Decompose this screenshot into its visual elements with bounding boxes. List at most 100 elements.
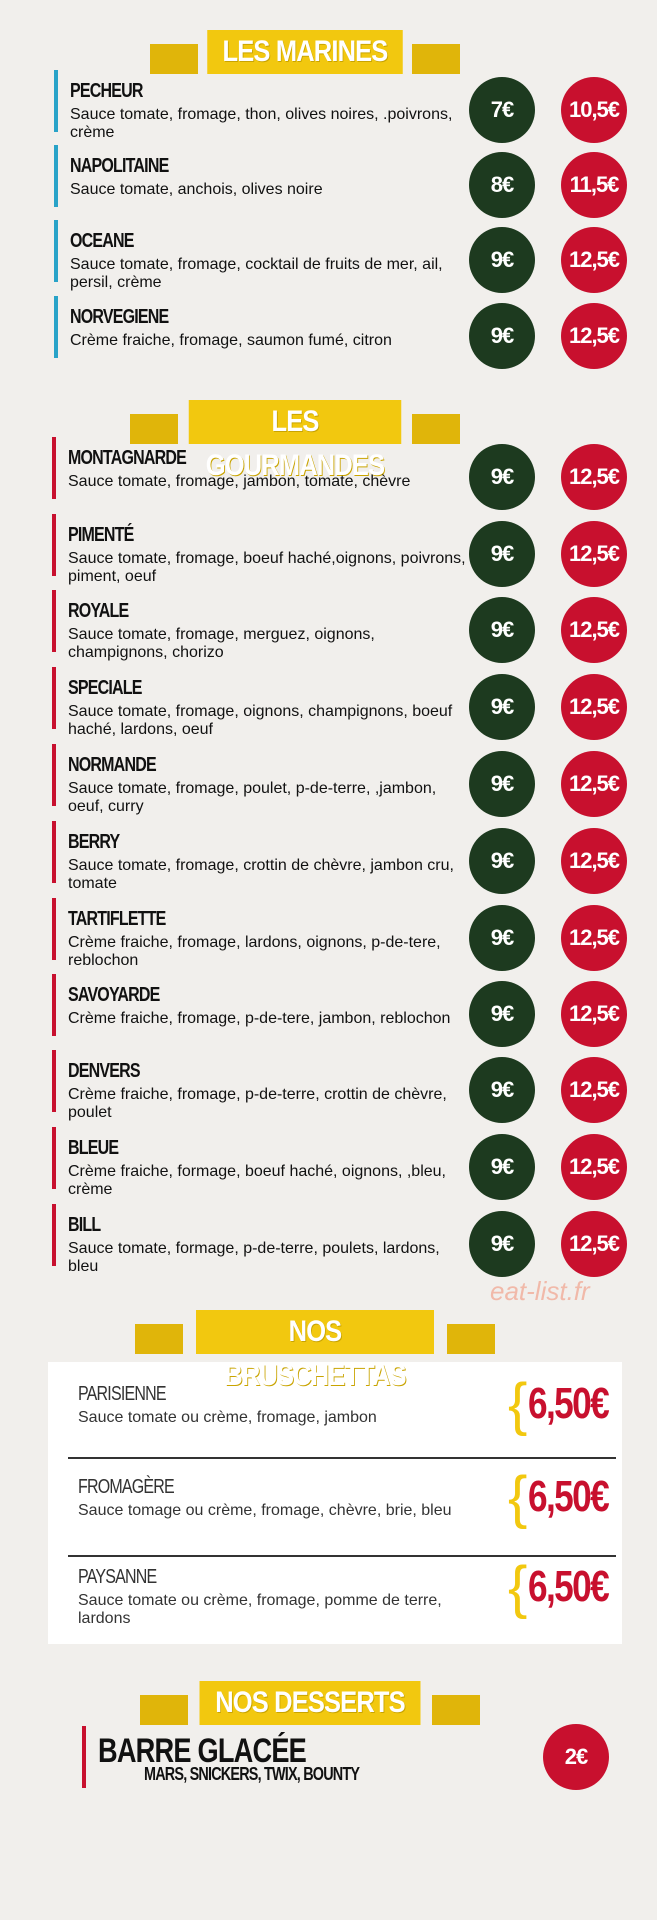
item-description: Sauce tomate, fromage, poulet, p-de-terr… [68, 780, 437, 815]
banner-tail [447, 1324, 495, 1354]
item-description: Sauce tomate ou crème, fromage, jambon [78, 1409, 377, 1426]
item-name: NORMANDE [68, 754, 157, 776]
item-price: 6,50€ [528, 1562, 610, 1611]
accent-bar [52, 744, 56, 806]
price-small: 9€ [469, 981, 535, 1047]
item-name: SPECIALE [68, 677, 142, 699]
item-name: BILL [68, 1214, 101, 1236]
accent-bar [52, 1204, 56, 1266]
section-title: LES GOURMANDES [188, 400, 402, 482]
price-small: 9€ [469, 444, 535, 510]
item-description: Sauce tomate, formage, p-de-terre, poule… [68, 1240, 440, 1275]
item-description: Sauce tomate, fromage, boeuf haché,oigno… [68, 550, 466, 585]
price-small: 9€ [469, 828, 535, 894]
price-small: 9€ [469, 303, 535, 369]
banner-tail [130, 414, 178, 444]
price-large: 12,5€ [561, 674, 627, 740]
watermark: eat-list.fr [490, 1276, 590, 1306]
accent-bar [52, 1050, 56, 1112]
price-large: 12,5€ [561, 1134, 627, 1200]
item-description: Sauce tomate, fromage, jambon, tomate, c… [68, 473, 411, 490]
price-large: 12,5€ [561, 751, 627, 817]
price-small: 9€ [469, 1211, 535, 1277]
item-name: MONTAGNARDE [68, 447, 187, 469]
item-description: Crème fraiche, fromage, saumon fumé, cit… [70, 332, 392, 349]
accent-bar [52, 1127, 56, 1189]
item-description: Sauce tomate, fromage, merguez, oignons,… [68, 626, 375, 661]
price-large: 12,5€ [561, 227, 627, 293]
item-description: Sauce tomate, anchois, olives noire [70, 181, 323, 198]
banner-tail [412, 44, 460, 74]
item-name: OCEANE [70, 230, 134, 252]
price-small: 9€ [469, 905, 535, 971]
item-price: 6,50€ [528, 1379, 610, 1428]
item-name: BERRY [68, 831, 120, 853]
accent-bar [52, 514, 56, 576]
item-name: DENVERS [68, 1060, 141, 1082]
price-large: 10,5€ [561, 77, 627, 143]
accent-bar [54, 296, 58, 358]
price-small: 8€ [469, 152, 535, 218]
item-name: TARTIFLETTE [68, 908, 166, 930]
item-description: Crème fraiche, fromage, lardons, oignons… [68, 934, 441, 969]
item-name: NORVEGIENE [70, 306, 169, 328]
price-large: 12,5€ [561, 828, 627, 894]
accent-bar [52, 667, 56, 729]
price-small: 9€ [469, 1134, 535, 1200]
separator [68, 1457, 616, 1459]
brace: { [508, 1465, 528, 1530]
item-name: BLEUE [68, 1137, 119, 1159]
item-name: PECHEUR [70, 80, 143, 102]
accent-bar [52, 437, 56, 499]
item-description: Sauce tomate, fromage, thon, olives noir… [70, 106, 453, 141]
banner-tail [150, 44, 198, 74]
item-description: Sauce tomate, fromage, crottin de chèvre… [68, 857, 454, 892]
price-large: 12,5€ [561, 303, 627, 369]
accent-bar [54, 145, 58, 207]
banner-tail [412, 414, 460, 444]
item-name: PAYSANNE [78, 1566, 157, 1588]
item-description: Sauce tomate, fromage, cocktail de fruit… [70, 256, 443, 291]
accent-bar [52, 590, 56, 652]
price-large: 11,5€ [561, 152, 627, 218]
separator [68, 1555, 616, 1557]
price-large: 12,5€ [561, 981, 627, 1047]
price-small: 9€ [469, 1057, 535, 1123]
accent-bar [52, 898, 56, 960]
banner-tail [140, 1695, 188, 1725]
item-name: PIMENTÉ [68, 524, 134, 546]
item-price: 6,50€ [528, 1472, 610, 1521]
accent-bar [54, 220, 58, 282]
item-description: Sauce tomate, fromage, oignons, champign… [68, 703, 453, 738]
price: 2€ [543, 1724, 609, 1790]
accent-bar [54, 70, 58, 132]
item-name: NAPOLITAINE [70, 155, 169, 177]
section-title: NOS DESSERTS [199, 1681, 421, 1725]
section-title: NOS BRUSCHETTAS [196, 1310, 434, 1392]
price-large: 12,5€ [561, 521, 627, 587]
price-large: 12,5€ [561, 1057, 627, 1123]
bruschetta-box [48, 1362, 622, 1644]
price-large: 12,5€ [561, 905, 627, 971]
price-small: 9€ [469, 521, 535, 587]
item-description: Crème fraiche, fromage, p-de-terre, crot… [68, 1086, 447, 1121]
item-name: BARRE GLACÉE [98, 1732, 307, 1770]
price-small: 9€ [469, 751, 535, 817]
brace: { [508, 1372, 528, 1437]
item-name: SAVOYARDE [68, 984, 160, 1006]
price-small: 7€ [469, 77, 535, 143]
brace: { [508, 1555, 528, 1620]
item-name: FROMAGÈRE [78, 1476, 175, 1498]
accent-bar [52, 974, 56, 1036]
item-description: Sauce tomage ou crème, fromage, chèvre, … [78, 1502, 452, 1519]
item-description: Sauce tomate ou crème, fromage, pomme de… [78, 1592, 442, 1627]
accent-bar [82, 1726, 86, 1788]
item-description: Crème fraiche, formage, boeuf haché, oig… [68, 1163, 446, 1198]
banner-tail [135, 1324, 183, 1354]
section-title: LES MARINES [207, 30, 403, 74]
price-large: 12,5€ [561, 1211, 627, 1277]
accent-bar [52, 821, 56, 883]
price-small: 9€ [469, 227, 535, 293]
item-description: Crème fraiche, fromage, p-de-tere, jambo… [68, 1010, 451, 1027]
item-name: ROYALE [68, 600, 129, 622]
